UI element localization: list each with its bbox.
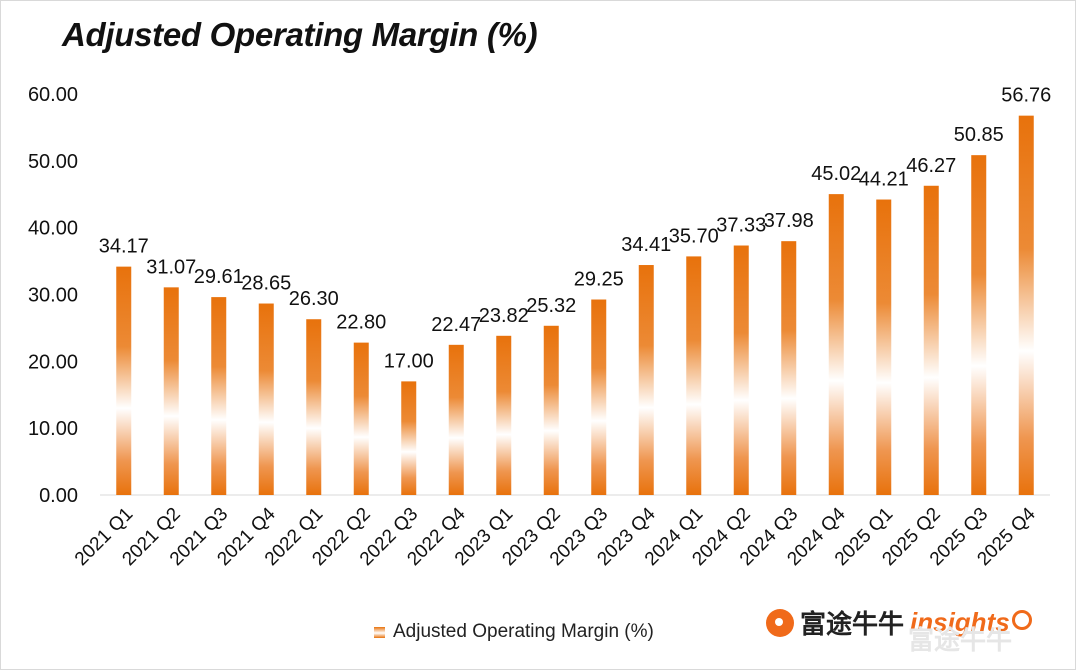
bar-data-label: 25.32 — [526, 295, 576, 317]
bar-data-label: 23.82 — [479, 305, 529, 327]
bar-data-label: 17.00 — [384, 350, 434, 372]
bar-data-label: 29.61 — [194, 266, 244, 288]
bar — [781, 241, 797, 495]
bar-data-label: 44.21 — [859, 169, 909, 191]
y-tick-label: 50.00 — [28, 151, 78, 173]
bar-data-label: 29.25 — [574, 269, 624, 291]
bar — [401, 381, 417, 495]
bar-data-label: 34.17 — [99, 236, 149, 258]
bar — [448, 344, 464, 495]
bar — [971, 155, 987, 495]
legend-swatch — [374, 626, 385, 638]
legend: Adjusted Operating Margin (%) — [374, 621, 654, 643]
bar-data-label: 22.47 — [431, 314, 481, 336]
bar-data-label: 28.65 — [241, 273, 291, 295]
bar-data-label: 37.98 — [764, 210, 814, 232]
brand-name: 富途牛牛 — [800, 609, 905, 639]
bar — [496, 335, 512, 495]
bar — [353, 342, 369, 495]
bar — [828, 194, 844, 495]
bar-data-label: 31.07 — [146, 256, 196, 278]
bar-data-label: 37.33 — [716, 215, 766, 237]
bar-data-label: 50.85 — [954, 124, 1004, 146]
brand-insights: insights — [910, 607, 1010, 637]
y-tick-label: 20.00 — [28, 351, 78, 373]
bars-group — [116, 115, 1034, 496]
y-tick-label: 30.00 — [28, 285, 78, 307]
bar — [686, 256, 702, 495]
y-tick-label: 40.00 — [28, 218, 78, 240]
y-tick-label: 10.00 — [28, 418, 78, 440]
chart-title: Adjusted Operating Margin (%) — [62, 16, 538, 53]
bar — [543, 325, 559, 495]
bar — [258, 303, 274, 495]
y-axis-ticks: 0.00 10.00 20.00 30.00 40.00 50.00 60.00 — [28, 84, 78, 507]
bar — [116, 266, 132, 495]
brand-logo-group: 富途牛牛 insights — [766, 604, 1032, 641]
futu-logo-icon — [766, 608, 794, 637]
bar-data-label: 46.27 — [906, 155, 956, 177]
bar-data-label: 56.76 — [1001, 85, 1051, 107]
bar-data-label: 34.41 — [621, 234, 671, 256]
y-tick-label: 60.00 — [28, 84, 78, 106]
bar — [923, 185, 939, 496]
bar-data-label: 22.80 — [336, 312, 386, 334]
bar-data-label: 35.70 — [669, 225, 719, 247]
bar — [591, 299, 607, 495]
magnifier-icon — [1011, 609, 1032, 630]
watermark: 富途牛牛 — [908, 625, 1013, 655]
bar-data-label: 26.30 — [289, 288, 339, 310]
bar — [876, 199, 892, 495]
bar — [163, 287, 179, 495]
legend-label: Adjusted Operating Margin (%) — [393, 621, 654, 642]
bar — [733, 245, 749, 495]
y-tick-label: 0.00 — [39, 485, 78, 507]
bar-data-label: 45.02 — [811, 163, 861, 185]
bar — [306, 319, 322, 495]
bar — [1018, 115, 1034, 496]
bar — [638, 265, 654, 495]
bar — [211, 297, 227, 495]
